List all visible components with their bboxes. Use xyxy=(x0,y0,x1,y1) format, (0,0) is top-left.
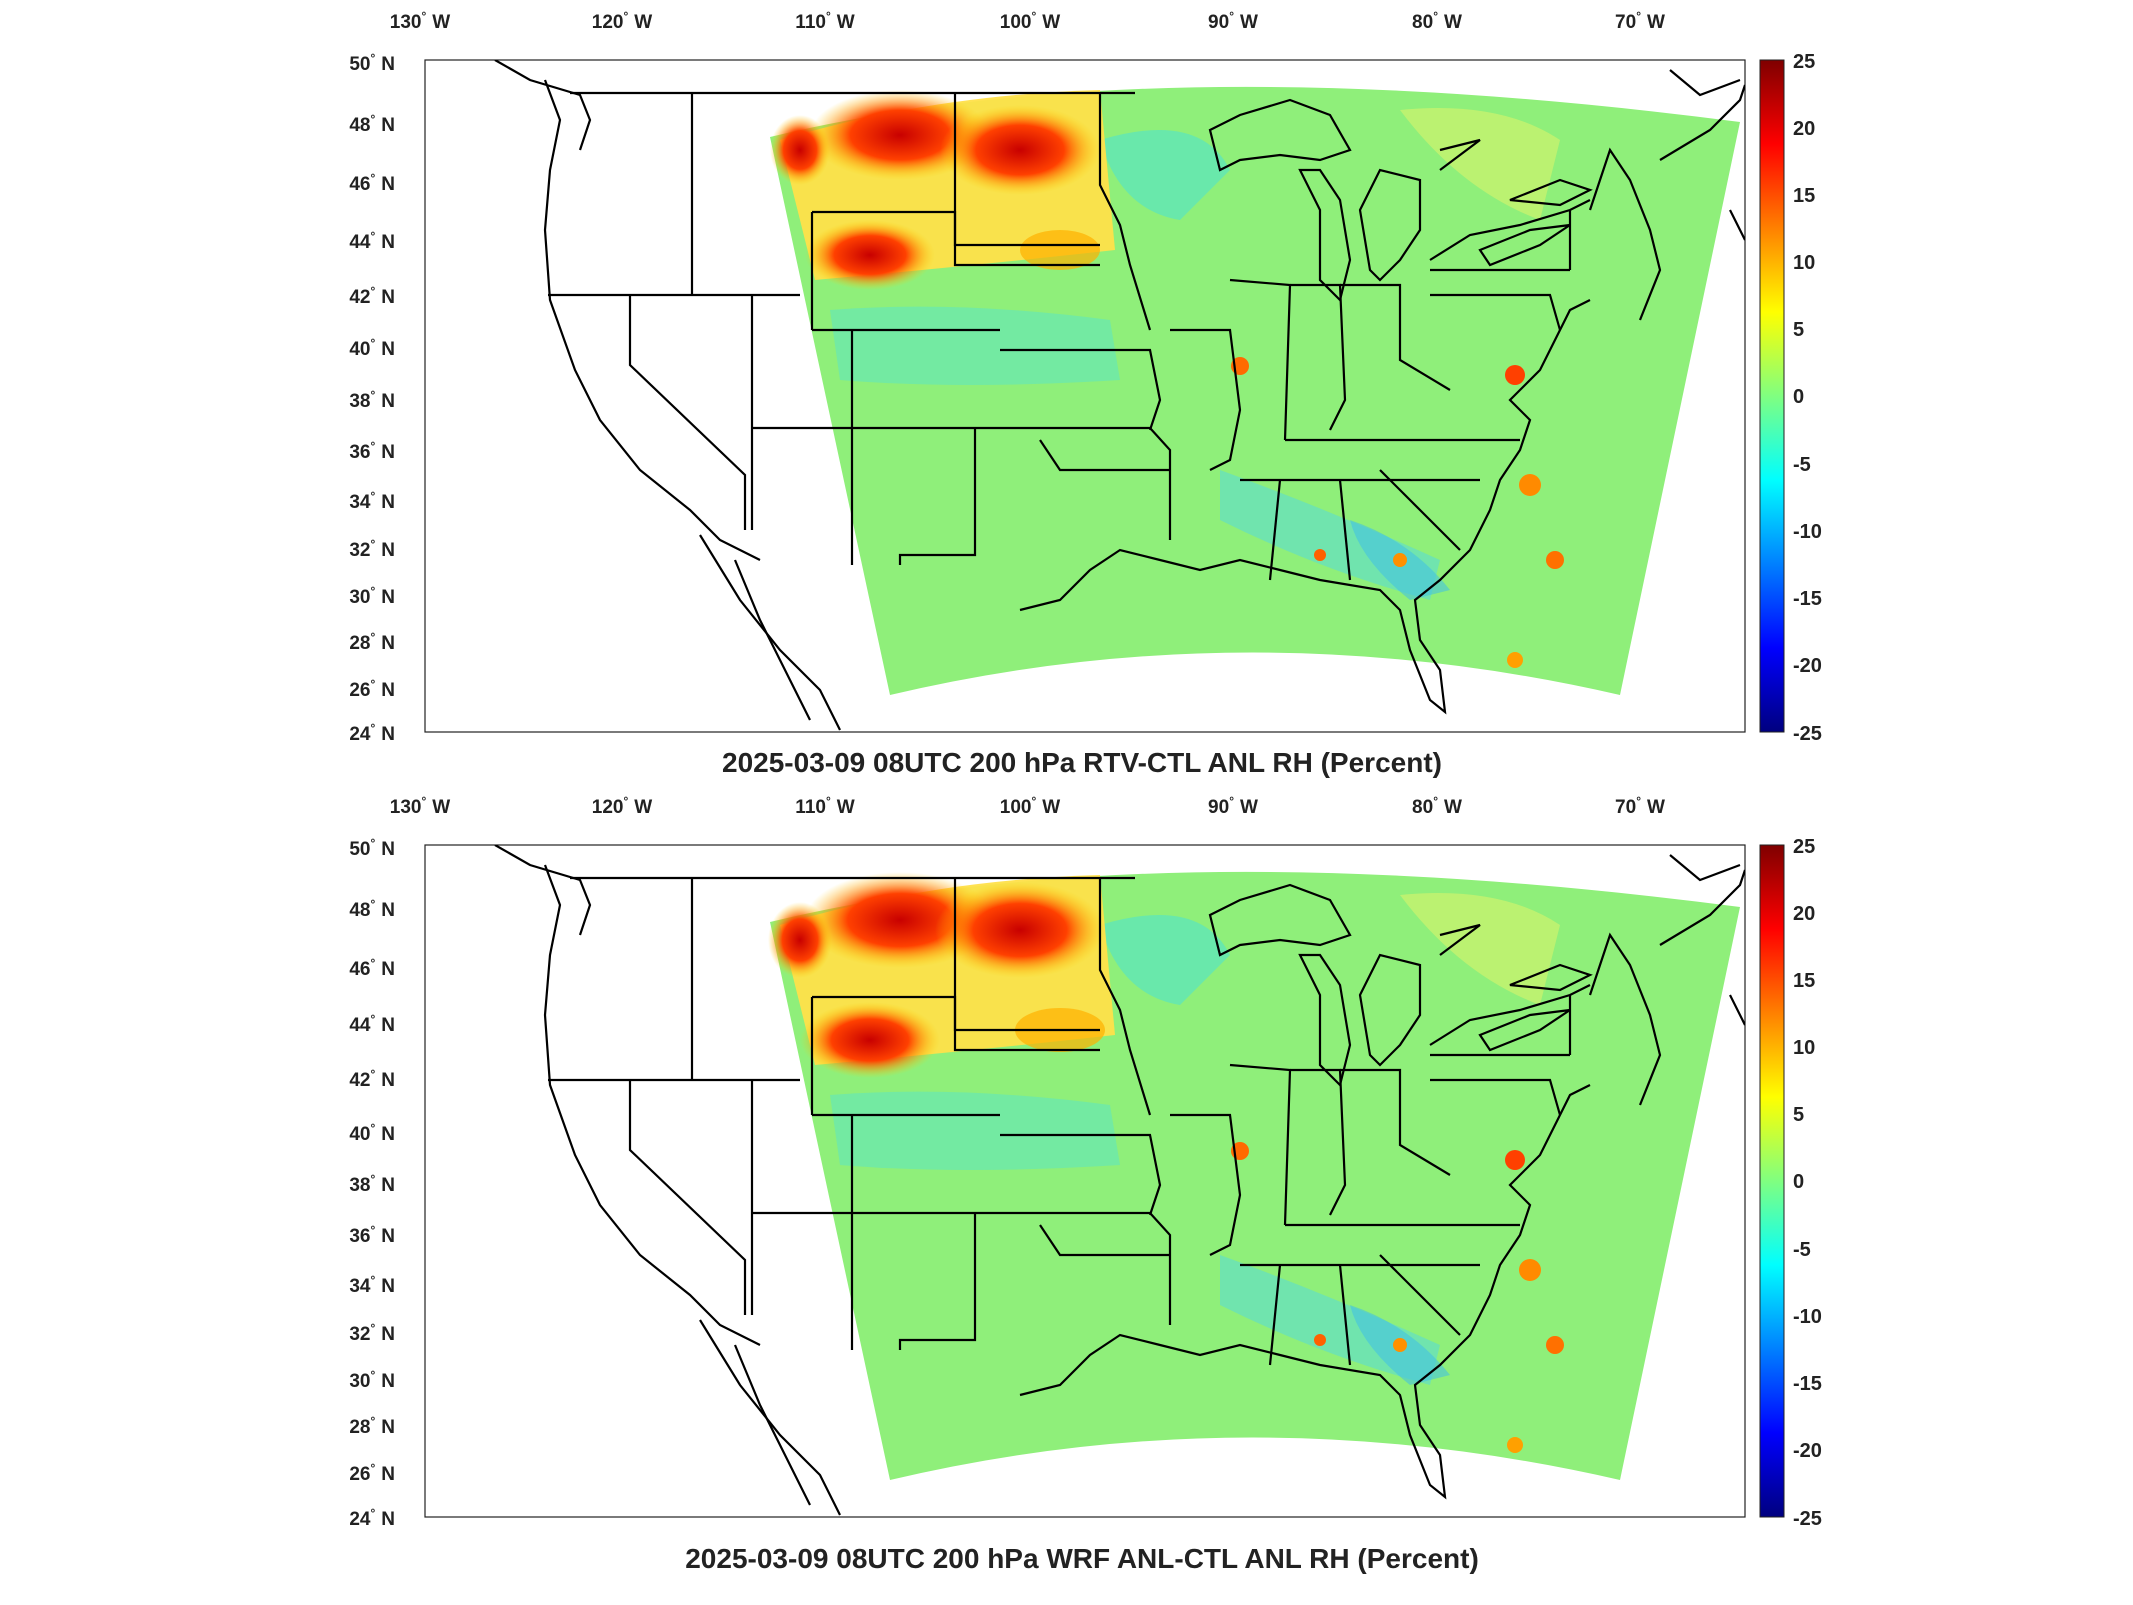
lat-label: 32° N xyxy=(349,537,395,561)
map-title: 2025-03-09 08UTC 200 hPa RTV-CTL ANL RH … xyxy=(722,747,1442,778)
lat-label: 30° N xyxy=(349,584,395,608)
lat-label: 36° N xyxy=(349,439,395,463)
lat-label: 28° N xyxy=(349,630,395,654)
colorbar-tick: 10 xyxy=(1793,252,1815,274)
lon-label: 110° W xyxy=(795,9,854,33)
lat-label: 24° N xyxy=(349,1506,395,1530)
lat-label: 46° N xyxy=(349,956,395,980)
lon-label: 130° W xyxy=(390,794,451,818)
colorbar-tick: -5 xyxy=(1793,1239,1811,1261)
lat-label: 24° N xyxy=(349,721,395,745)
latitude-axis: 50° N 48° N 46° N 44° N 42° N 40° N 38° N 36° N … xyxy=(349,51,395,745)
lat-label: 42° N xyxy=(349,284,395,308)
lat-label: 32° N xyxy=(349,1321,395,1345)
colorbar-tick: 25 xyxy=(1793,51,1815,73)
colorbar-tick: -15 xyxy=(1793,1373,1822,1395)
lat-label: 26° N xyxy=(349,677,395,701)
rh-difference-field xyxy=(768,871,1740,1480)
colorbar-tick: 0 xyxy=(1793,1171,1804,1193)
map-title: 2025-03-09 08UTC 200 hPa WRF ANL-CTL ANL… xyxy=(685,1543,1479,1574)
rh-difference-field xyxy=(770,86,1740,695)
colorbar-tick: -25 xyxy=(1793,1508,1822,1530)
lat-label: 50° N xyxy=(349,836,395,860)
lat-label: 34° N xyxy=(349,1273,395,1297)
lat-label: 48° N xyxy=(349,112,395,136)
lat-label: 28° N xyxy=(349,1414,395,1438)
lon-label: 100° W xyxy=(1000,9,1061,33)
lon-label: 80° W xyxy=(1412,9,1462,33)
map-figure-top: 50° N 48° N 46° N 44° N 42° N 40° N 38° N 36° N … xyxy=(349,9,1822,778)
colorbar: 25 20 15 10 5 0 -5 -10 -15 -20 -25 xyxy=(1759,51,1822,745)
lat-label: 48° N xyxy=(349,897,395,921)
colorbar-tick: 5 xyxy=(1793,1104,1804,1126)
longitude-axis: 130° W 120° W 110° W 100° W 90° W 80° W 70° W xyxy=(390,794,1665,818)
lat-label: 46° N xyxy=(349,171,395,195)
latitude-axis: 50° N 48° N 46° N 44° N 42° N 40° N 38° N 36° N … xyxy=(349,836,395,1530)
colorbar-tick: 25 xyxy=(1793,836,1815,858)
lat-label: 38° N xyxy=(349,388,395,412)
lat-label: 30° N xyxy=(349,1368,395,1392)
state-borders xyxy=(494,60,1745,731)
colorbar-tick: -10 xyxy=(1793,1306,1822,1328)
colorbar-tick: -5 xyxy=(1793,454,1811,476)
map-panel-top: 50° N 48° N 46° N 44° N 42° N 40° N 38° N 36° N … xyxy=(0,0,2133,790)
lon-label: 120° W xyxy=(592,9,653,33)
lon-label: 100° W xyxy=(1000,794,1061,818)
lon-label: 120° W xyxy=(592,794,653,818)
lon-label: 130° W xyxy=(390,9,451,33)
lat-label: 34° N xyxy=(349,489,395,513)
colorbar-tick: 5 xyxy=(1793,319,1804,341)
colorbar-tick: 20 xyxy=(1793,903,1815,925)
lat-label: 50° N xyxy=(349,51,395,75)
map-figure-bottom: 50° N 48° N 46° N 44° N 42° N 40° N 38° N 36° N … xyxy=(349,794,1822,1574)
colorbar-tick: 0 xyxy=(1793,386,1804,408)
lon-label: 70° W xyxy=(1615,794,1665,818)
lat-label: 44° N xyxy=(349,1012,395,1036)
longitude-axis: 130° W 120° W 110° W 100° W 90° W 80° W 70° W xyxy=(390,9,1665,33)
colorbar-tick: 10 xyxy=(1793,1037,1815,1059)
colorbar-tick: -15 xyxy=(1793,588,1822,610)
colorbar-tick: 15 xyxy=(1793,970,1815,992)
lat-label: 40° N xyxy=(349,336,395,360)
colorbar-tick: -20 xyxy=(1793,655,1822,677)
lon-label: 90° W xyxy=(1208,794,1258,818)
colorbar-tick: -20 xyxy=(1793,1440,1822,1462)
colorbar-tick: 15 xyxy=(1793,185,1815,207)
lon-label: 110° W xyxy=(795,794,854,818)
colorbar-gradient xyxy=(1759,59,1785,733)
lat-label: 38° N xyxy=(349,1172,395,1196)
lon-label: 90° W xyxy=(1208,9,1258,33)
lon-label: 70° W xyxy=(1615,9,1665,33)
state-borders xyxy=(494,845,1745,1516)
lat-label: 44° N xyxy=(349,229,395,253)
map-panel-bottom: 50° N 48° N 46° N 44° N 42° N 40° N 38° N 36° N … xyxy=(0,790,2133,1600)
lat-label: 40° N xyxy=(349,1121,395,1145)
colorbar-gradient xyxy=(1759,844,1785,1518)
lat-label: 26° N xyxy=(349,1461,395,1485)
lon-label: 80° W xyxy=(1412,794,1462,818)
lat-label: 36° N xyxy=(349,1223,395,1247)
colorbar-tick: 20 xyxy=(1793,118,1815,140)
colorbar: 25 20 15 10 5 0 -5 -10 -15 -20 -25 xyxy=(1759,836,1822,1530)
colorbar-tick: -25 xyxy=(1793,723,1822,745)
colorbar-tick: -10 xyxy=(1793,521,1822,543)
lat-label: 42° N xyxy=(349,1067,395,1091)
